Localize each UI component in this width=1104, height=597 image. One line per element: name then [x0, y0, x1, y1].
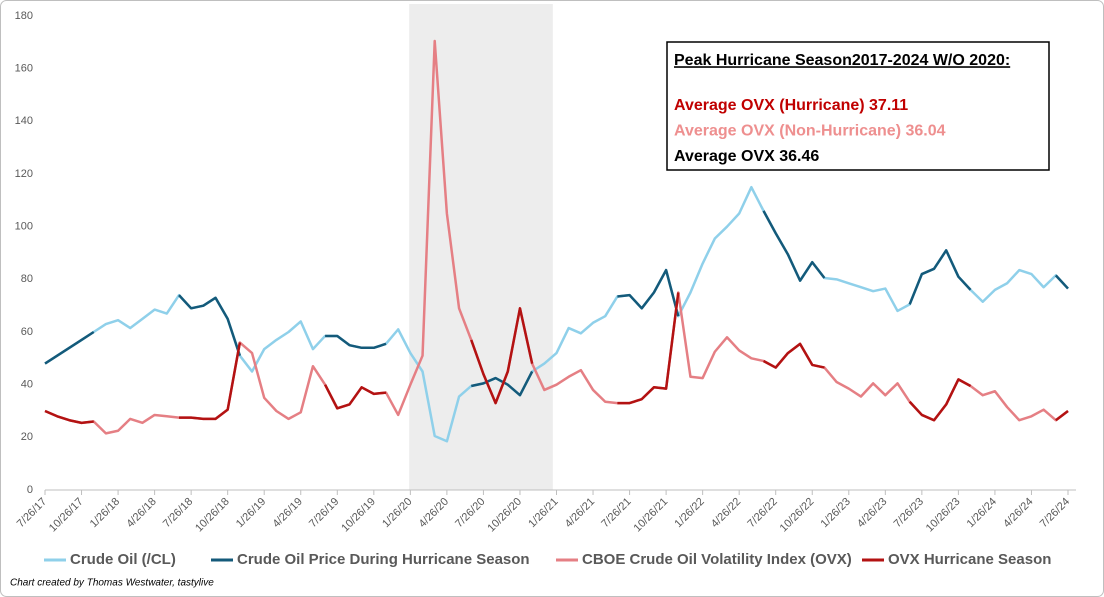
series-line [44, 292, 1069, 425]
annotation-line: Average OVX (Hurricane) 37.11 [674, 97, 908, 114]
y-tick-label: 80 [21, 273, 33, 285]
series-line [44, 210, 1069, 397]
y-tick-label: 40 [21, 379, 33, 391]
legend-label: Crude Oil (/CL) [70, 551, 176, 568]
legend-label: Crude Oil Price During Hurricane Season [237, 551, 530, 568]
y-tick-label: 180 [15, 10, 33, 22]
legend-label: OVX Hurricane Season [888, 551, 1051, 568]
legend-label: CBOE Crude Oil Volatility Index (OVX) [582, 551, 852, 568]
credit: Chart created by Thomas Westwater, tasty… [10, 578, 214, 589]
annotation-line: Average OVX (Non-Hurricane) 36.04 [674, 123, 946, 140]
annotation-title: Peak Hurricane Season2017-2024 W/O 2020: [674, 52, 1010, 69]
annotation-box [666, 41, 1050, 171]
y-tick-label: 20 [21, 431, 33, 443]
y-tick-label: 0 [27, 484, 33, 496]
y-tick-label: 140 [15, 115, 33, 127]
y-tick-label: 160 [15, 63, 33, 75]
y-tick-label: 100 [15, 221, 33, 233]
y-tick-label: 60 [21, 326, 33, 338]
annotation-line: Average OVX 36.46 [674, 148, 819, 165]
y-tick-label: 120 [15, 168, 33, 180]
